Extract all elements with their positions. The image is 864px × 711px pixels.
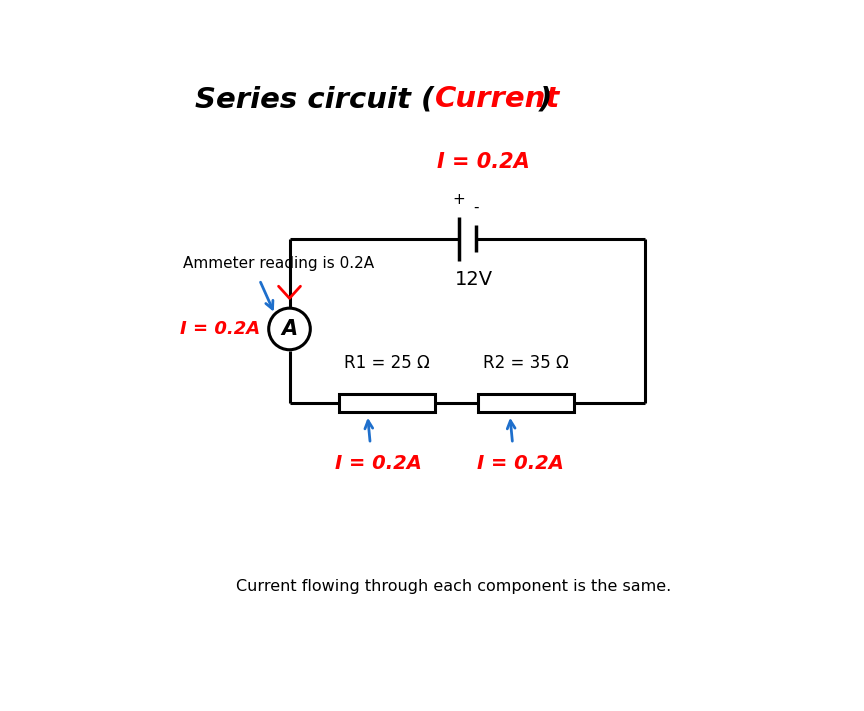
- Text: 12V: 12V: [455, 270, 493, 289]
- Circle shape: [269, 308, 310, 350]
- Text: Current: Current: [435, 85, 560, 113]
- Text: Ammeter reading is 0.2A: Ammeter reading is 0.2A: [183, 256, 374, 271]
- Text: Current flowing through each component is the same.: Current flowing through each component i…: [236, 579, 671, 594]
- Text: -: -: [473, 200, 479, 215]
- Bar: [479, 394, 575, 412]
- Text: I = 0.2A: I = 0.2A: [335, 454, 422, 473]
- Text: I = 0.2A: I = 0.2A: [437, 152, 530, 172]
- Bar: [339, 394, 435, 412]
- Text: R1 = 25 Ω: R1 = 25 Ω: [344, 355, 429, 373]
- Text: ): ): [538, 85, 552, 113]
- Text: I = 0.2A: I = 0.2A: [478, 454, 564, 473]
- Text: R2 = 35 Ω: R2 = 35 Ω: [484, 355, 569, 373]
- Text: Series circuit (: Series circuit (: [195, 85, 435, 113]
- Text: A: A: [282, 319, 297, 339]
- Text: I = 0.2A: I = 0.2A: [181, 320, 260, 338]
- Text: +: +: [453, 192, 466, 207]
